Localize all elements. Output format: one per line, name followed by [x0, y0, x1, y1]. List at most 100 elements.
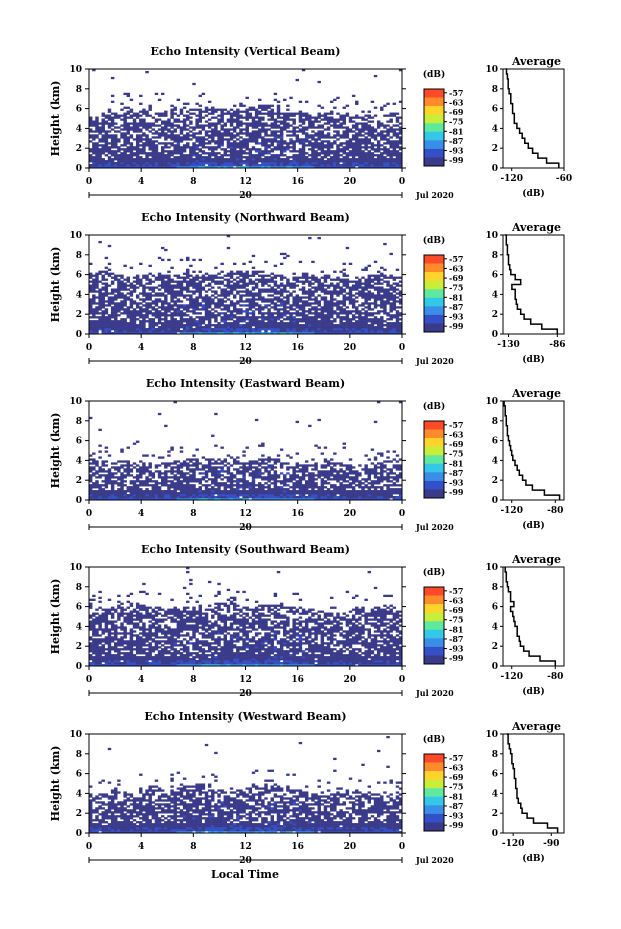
heatmap-cell — [270, 148, 274, 151]
heatmap-cell — [186, 304, 190, 307]
heatmap-cell — [167, 330, 171, 333]
heatmap-cell — [179, 162, 184, 165]
heatmap-cell — [223, 158, 228, 161]
heatmap-cell — [383, 268, 387, 271]
heatmap-cell — [179, 146, 184, 149]
heatmap-cell — [311, 326, 315, 329]
heatmap-cell — [95, 166, 99, 169]
heatmap-cell — [207, 162, 212, 165]
heatmap-cell — [261, 280, 265, 283]
heatmap-cell — [317, 164, 321, 167]
heatmap-cell — [373, 318, 378, 321]
heatmap-cell — [126, 466, 130, 469]
heatmap-cell — [376, 312, 381, 315]
heatmap-cell — [283, 326, 287, 329]
heatmap-cell — [239, 136, 243, 139]
heatmap-cell — [342, 122, 346, 125]
heatmap-cell — [355, 288, 359, 291]
heatmap-cell — [308, 118, 312, 121]
heatmap-cell — [223, 160, 228, 163]
heatmap-cell — [110, 302, 115, 305]
heatmap-cell — [264, 278, 268, 281]
heatmap-cell — [342, 126, 346, 129]
heatmap-cell — [186, 132, 190, 135]
heatmap-cell — [160, 274, 165, 277]
heatmap-cell — [358, 332, 362, 335]
heatmap-cell — [370, 284, 375, 287]
heatmap-cell — [142, 314, 146, 317]
heatmap-cell — [373, 326, 378, 329]
heatmap-cell — [286, 326, 290, 329]
heatmap-cell — [98, 280, 102, 283]
heatmap-cell — [211, 158, 215, 161]
heatmap-cell — [320, 328, 325, 331]
heatmap-cell — [189, 296, 193, 299]
heatmap-cell — [157, 156, 162, 159]
heatmap-cell — [273, 124, 278, 127]
heatmap-cell — [264, 304, 268, 307]
heatmap-cell — [314, 330, 318, 333]
heatmap-cell — [326, 274, 331, 277]
heatmap-cell — [123, 278, 127, 281]
heatmap-cell — [314, 296, 318, 299]
heatmap-cell — [92, 458, 96, 461]
heatmap-cell — [367, 324, 371, 327]
heatmap-cell — [148, 114, 152, 117]
heatmap-cell — [110, 328, 115, 331]
heatmap-cell — [164, 294, 168, 297]
heatmap-cell — [320, 326, 325, 329]
heatmap-cell — [95, 152, 99, 155]
heatmap-cell — [248, 274, 253, 277]
heatmap-cell — [170, 332, 174, 335]
heatmap-cell — [323, 280, 328, 283]
heatmap-cell — [286, 254, 290, 258]
heatmap-cell — [286, 112, 290, 115]
heatmap-cell — [392, 130, 397, 133]
heatmap-cell — [192, 144, 196, 147]
heatmap-cell — [101, 314, 105, 317]
heatmap-cell — [267, 332, 271, 335]
heatmap-cell — [380, 148, 384, 151]
heatmap-cell — [192, 332, 196, 335]
heatmap-cell — [104, 484, 109, 487]
heatmap-cell — [361, 134, 365, 137]
heatmap-cell — [176, 308, 181, 311]
heatmap-cell — [248, 158, 253, 161]
heatmap-cell — [160, 154, 165, 157]
heatmap-cell — [279, 320, 284, 323]
heatmap-cell — [135, 310, 140, 313]
heatmap-cell — [311, 328, 315, 331]
heatmap-cell — [148, 288, 152, 291]
heatmap-cell — [311, 122, 315, 125]
heatmap-cell — [117, 302, 121, 305]
heatmap-cell — [348, 158, 353, 161]
heatmap-cell — [135, 478, 140, 481]
heatmap-cell — [104, 470, 109, 473]
heatmap-cell — [355, 128, 359, 131]
heatmap-cell — [110, 162, 115, 165]
heatmap-cell — [176, 114, 181, 117]
heatmap-cell — [361, 332, 365, 335]
heatmap-cell — [392, 148, 397, 151]
heatmap-cell — [123, 282, 127, 285]
heatmap-cell — [95, 130, 99, 133]
heatmap-cell — [245, 108, 249, 111]
heatmap-cell — [92, 330, 96, 333]
heatmap-cell — [261, 282, 265, 285]
heatmap-cell — [355, 154, 359, 157]
heatmap-cell — [251, 272, 256, 275]
heatmap-cell — [386, 326, 390, 329]
heatmap-cell — [226, 164, 231, 167]
heatmap-cell — [270, 160, 274, 163]
heatmap-cell — [323, 166, 328, 169]
heatmap-cell — [351, 136, 356, 139]
heatmap-cell — [132, 276, 137, 279]
heatmap-cell — [211, 166, 215, 169]
heatmap-cell — [239, 294, 243, 297]
heatmap-cell — [336, 300, 340, 303]
heatmap-cell — [283, 302, 287, 305]
heatmap-cell — [351, 316, 356, 319]
heatmap-cell — [170, 108, 174, 111]
heatmap-cell — [248, 148, 253, 151]
heatmap-cell — [157, 412, 162, 416]
